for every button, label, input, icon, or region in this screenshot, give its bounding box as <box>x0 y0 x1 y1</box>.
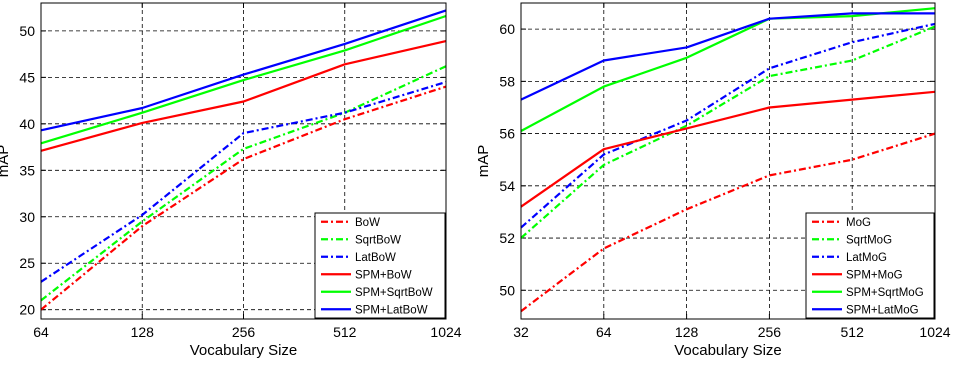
legend: MoG SqrtMoG LatMoG SPM+MoG SPM+SqrtMoG SPM+La… <box>805 212 935 319</box>
series-line-spm-mog <box>520 90 936 208</box>
y-tick-label: 30 <box>19 209 35 225</box>
y-tick-label: 52 <box>499 230 515 246</box>
legend-label: MoG <box>846 217 871 229</box>
legend-box <box>805 212 935 319</box>
x-tick-label: 32 <box>513 324 529 340</box>
series-line-spm-sqrtbow <box>40 14 447 145</box>
y-tick-label: 50 <box>499 282 515 298</box>
y-tick-label: 50 <box>19 23 35 39</box>
x-tick-label: 256 <box>232 324 256 340</box>
x-tick-label: 64 <box>33 324 49 340</box>
x-axis-label: Vocabulary Size <box>190 342 298 359</box>
x-tick-label: 1024 <box>919 324 950 340</box>
y-tick-label: 58 <box>499 73 515 89</box>
x-axis-label: Vocabulary Size <box>674 342 782 359</box>
legend-label: SPM+LatMoG <box>846 304 919 316</box>
series-line-latbow <box>40 80 447 283</box>
y-tick-label: 45 <box>19 69 35 85</box>
series-line-spm-sqrtmog <box>520 7 936 132</box>
series-line-sqrtbow <box>40 65 447 302</box>
x-tick-label: 512 <box>841 324 865 340</box>
y-tick-label: 56 <box>499 126 515 142</box>
series-line-latmog <box>520 22 936 229</box>
y-tick-label: 20 <box>19 302 35 318</box>
y-axis-label: mAP <box>475 145 492 178</box>
legend-label: SPM+SqrtMoG <box>846 287 924 299</box>
legend-label: BoW <box>355 217 380 229</box>
x-tick-label: 128 <box>131 324 155 340</box>
chart-panel-2: 32 64 128 256 512 1024 50 52 54 56 58 60 Vocabulary … <box>475 2 951 359</box>
x-tick-label: 128 <box>675 324 699 340</box>
axes-frame <box>520 2 936 320</box>
y-tick-label: 35 <box>19 162 35 178</box>
x-tick-label: 256 <box>758 324 782 340</box>
x-tick-label: 64 <box>596 324 612 340</box>
legend-label: SPM+BoW <box>355 269 412 281</box>
legend: BoW SqrtBoW LatBoW SPM+BoW SPM+SqrtBoW SPM+La… <box>314 212 446 319</box>
legend-label: SPM+MoG <box>846 269 903 281</box>
y-axis-label: mAP <box>0 145 12 178</box>
y-tick-label: 40 <box>19 116 35 132</box>
axes-frame <box>40 2 447 320</box>
series-line-mog <box>520 132 936 313</box>
series-line-spm-latmog <box>520 12 935 101</box>
x-tick-label: 512 <box>333 324 357 340</box>
x-tick-label: 1024 <box>430 324 461 340</box>
chart-panel-1: 64 128 256 512 1024 20 25 30 35 40 45 50 Vocabulary … <box>0 2 462 359</box>
y-tick-label: 60 <box>499 21 515 37</box>
legend-label: SqrtMoG <box>846 234 892 246</box>
y-tick-label: 25 <box>19 255 35 271</box>
series-line-spm-bow <box>40 40 447 152</box>
series-line-spm-latbow <box>40 9 447 132</box>
series-line-sqrtmog <box>520 25 936 239</box>
legend-box <box>314 212 446 319</box>
legend-label: LatBoW <box>355 252 396 264</box>
legend-label: LatMoG <box>846 252 887 264</box>
legend-label: SqrtBoW <box>355 234 401 246</box>
legend-label: SPM+SqrtBoW <box>355 287 433 299</box>
y-tick-label: 54 <box>499 178 515 194</box>
legend-label: SPM+LatBoW <box>355 304 428 316</box>
